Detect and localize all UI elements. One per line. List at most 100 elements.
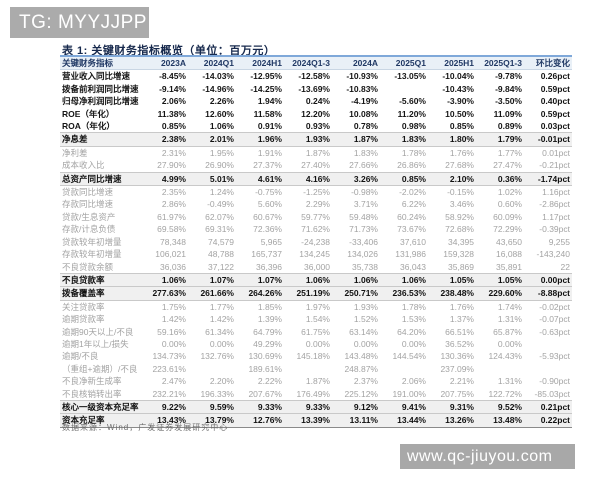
table-cell: 122.72% <box>476 387 524 401</box>
table-cell: 159,328 <box>428 248 476 261</box>
table-cell: 11.20% <box>380 107 428 121</box>
table-cell: 131,986 <box>380 248 428 261</box>
table-cell: 0.01pct <box>524 146 572 160</box>
table-cell: 37,122 <box>188 260 236 274</box>
table-cell: 1.76% <box>428 146 476 160</box>
table-cell: 207.67% <box>236 387 284 401</box>
table-cell: 124.43% <box>476 350 524 363</box>
table-cell: -10.04% <box>428 69 476 83</box>
column-header: 2024Q1 <box>188 55 236 71</box>
table-cell: 78,348 <box>140 235 188 249</box>
table-cell: 9.22% <box>140 399 188 415</box>
table-cell: 6.22% <box>380 198 428 211</box>
row-label: 净利差 <box>60 146 140 160</box>
table-cell: 13.43% <box>140 413 188 428</box>
table-cell: 277.63% <box>140 286 188 301</box>
table-cell: 250.71% <box>332 286 380 301</box>
table-cell: 27.66% <box>332 159 380 173</box>
table-row: 核心一级资本充足率 9.22% 9.59% 9.33% 9.33% 9.12% 9.41% 9… <box>60 399 572 415</box>
table-cell: 0.36% <box>476 171 524 187</box>
table-cell: -14.03% <box>188 69 236 83</box>
table-cell: 9.59% <box>188 399 236 415</box>
table-cell: 0.60% <box>476 198 524 211</box>
table-cell: 251.19% <box>284 286 332 301</box>
table-cell: 36,043 <box>380 260 428 274</box>
row-label: 净息差 <box>60 132 140 147</box>
table-cell: -0.49% <box>188 198 236 211</box>
table-title: 表 1: 关键财务指标概览（单位：百万元） <box>62 45 276 57</box>
table-cell: 2.10% <box>428 171 476 187</box>
table-cell: 189.61% <box>236 362 284 376</box>
table-cell: 191.00% <box>380 387 428 401</box>
table-cell: 60.24% <box>380 210 428 224</box>
table-cell: 27.37% <box>236 159 284 173</box>
row-label: 营业收入同比增速 <box>60 69 140 83</box>
table-cell <box>188 362 236 376</box>
table-cell: 1.87% <box>284 375 332 388</box>
table-cell: 0.98% <box>380 120 428 133</box>
table-row: 存款/计息负债 69.58% 69.31% 72.36% 71.62% 71.73% 73.… <box>60 223 572 236</box>
table-cell: 0.24% <box>284 95 332 108</box>
table-cell: 0.59pct <box>524 107 572 121</box>
table-cell: 64.79% <box>236 325 284 338</box>
row-label: 存款较年初增量 <box>60 248 140 261</box>
table-cell: -5.93pct <box>524 350 572 363</box>
table-cell: 59.48% <box>332 210 380 224</box>
row-label: 贷款较年初增量 <box>60 235 140 249</box>
table-cell: 0.91% <box>236 120 284 133</box>
table-cell: -13.05% <box>380 69 428 83</box>
table-cell: 1.53% <box>380 313 428 326</box>
table-cell: -4.19% <box>332 95 380 108</box>
table-cell: 11.58% <box>236 107 284 121</box>
table-cell: -14.96% <box>188 82 236 96</box>
tag-banner: TG: MYYJJPP <box>10 7 149 38</box>
row-label: 存款/计息负债 <box>60 223 140 236</box>
table-cell: 0.00% <box>188 337 236 351</box>
table-cell: -0.21pct <box>524 159 572 173</box>
table-cell: -13.69% <box>284 82 332 96</box>
table-cell: 237.09% <box>428 362 476 376</box>
table-cell: 27.47% <box>476 159 524 173</box>
table-cell: 1.91% <box>236 146 284 160</box>
table-row: 不良核销转出率 232.21% 196.33% 207.67% 176.49% 225.1… <box>60 387 572 401</box>
table-cell: 0.59pct <box>524 82 572 96</box>
table-cell: 49.29% <box>236 337 284 351</box>
table-cell: 13.11% <box>332 413 380 428</box>
table-row: 存款较年初增量 106,021 48,788 165,737 134,245 134,02… <box>60 248 572 261</box>
table-cell: 69.58% <box>140 223 188 236</box>
table-cell: 4.61% <box>236 171 284 187</box>
table-cell: 1.05% <box>476 272 524 288</box>
table-row: 不良净新生成率 2.47% 2.20% 2.22% 1.87% 2.37% 2.06% 2.2… <box>60 375 572 388</box>
table-cell: 165,737 <box>236 248 284 261</box>
table-cell: 1.24% <box>188 185 236 199</box>
table-cell: 59.77% <box>284 210 332 224</box>
table-cell: 10.50% <box>428 107 476 121</box>
table-cell: 0.78% <box>332 120 380 133</box>
table-cell <box>284 362 332 376</box>
table-cell: 12.60% <box>188 107 236 121</box>
table-cell: -0.75% <box>236 185 284 199</box>
table-cell: 2.20% <box>188 375 236 388</box>
row-label: 逾期贷款率 <box>60 313 140 326</box>
table-row: 逾期/不良 134.73% 132.76% 130.69% 145.18% 143.48%… <box>60 350 572 363</box>
table-cell: -2.02% <box>380 185 428 199</box>
table-cell: 58.92% <box>428 210 476 224</box>
table-cell: 1.87% <box>332 132 380 147</box>
table-row: 拨备覆盖率 277.63% 261.66% 264.26% 251.19% 250.71%… <box>60 286 572 301</box>
table-cell: 2.06% <box>140 95 188 108</box>
table-cell: -3.50% <box>476 95 524 108</box>
table-cell: 59.16% <box>140 325 188 338</box>
table-cell: 2.35% <box>140 185 188 199</box>
table-cell: 0.00% <box>380 337 428 351</box>
row-label: 总资产同比增速 <box>60 171 140 187</box>
table-cell: 2.29% <box>284 198 332 211</box>
table-cell: 1.77% <box>188 300 236 314</box>
table-cell: 66.51% <box>428 325 476 338</box>
row-label: 逾期/不良 <box>60 350 140 363</box>
table-cell: 238.48% <box>428 286 476 301</box>
table-cell: 1.94% <box>236 95 284 108</box>
watermark-badge: www.qc-jiuyou.com <box>400 444 575 469</box>
table-row: 不良贷款余额 36,036 37,122 36,396 36,000 35,738 36,0… <box>60 260 572 274</box>
table-cell: -0.07pct <box>524 313 572 326</box>
table-cell: -10.43% <box>428 82 476 96</box>
